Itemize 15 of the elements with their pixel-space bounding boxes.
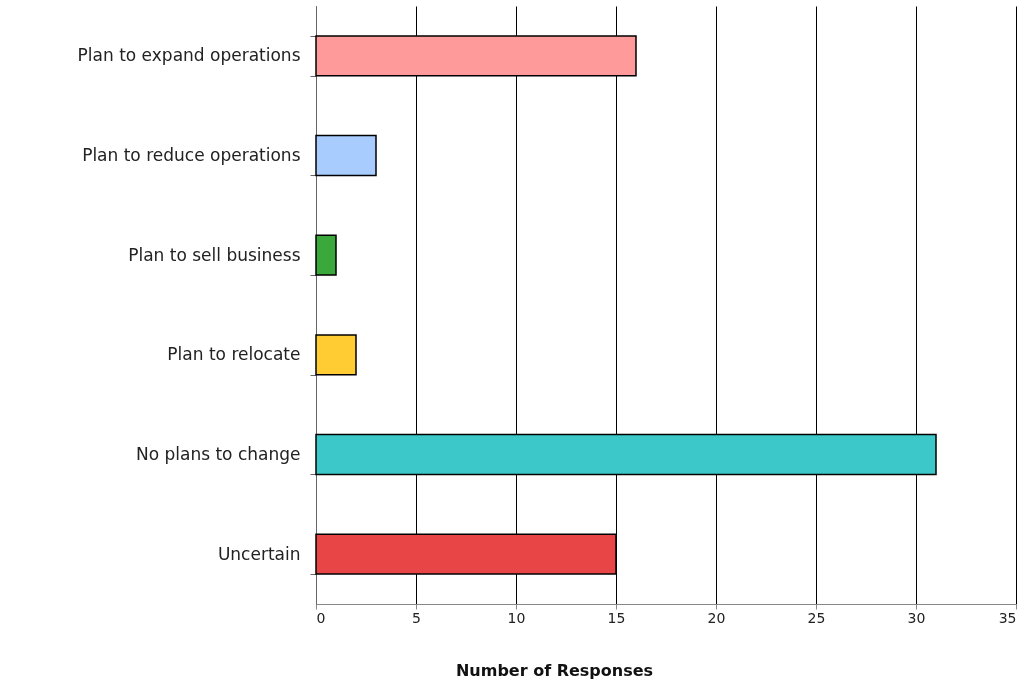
x-tick-label: 0 [316,609,326,626]
y-tick-label: Plan to relocate [167,344,301,365]
x-tick-label: 30 [907,609,926,626]
y-tick-label: Plan to expand operations [77,45,301,66]
x-tick-label: 20 [707,609,726,626]
y-tick-label: No plans to change [135,444,301,464]
x-tick-label: 15 [607,609,626,626]
x-axis-title: Number of Responses [455,660,654,680]
x-tick-label: 5 [412,609,421,626]
x-tick-label: 25 [807,609,826,626]
x-tick-label: 10 [507,609,526,626]
y-tick-label: Plan to sell business [128,244,301,265]
x-tick-label: 35 [998,609,1017,626]
y-tick-label: Plan to reduce operations [82,145,301,165]
y-tick-label: Uncertain [217,543,301,564]
